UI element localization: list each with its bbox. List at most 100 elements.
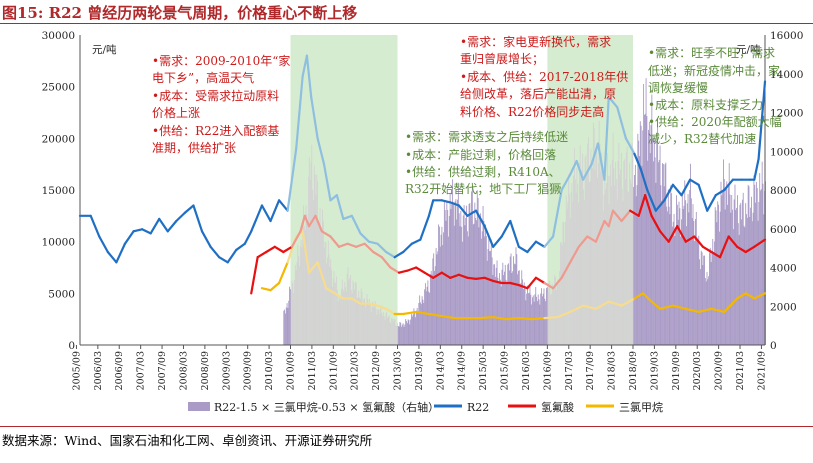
spread-bar — [426, 286, 428, 345]
x-tick-label: 2020/03 — [692, 351, 703, 390]
spread-bar — [705, 281, 707, 345]
x-axis-ticks: 2005/09 2006/03 2006/09 2007/03 2007/09 2008/… — [71, 345, 767, 390]
spread-bar — [299, 246, 301, 345]
spread-bar — [497, 277, 499, 345]
x-tick-label: 2021/03 — [735, 351, 746, 390]
r22-line-segment — [175, 211, 186, 223]
legend-label-spread: R22-1.5 × 三氯甲烷-0.53 × 氢氟酸（右轴） — [214, 400, 439, 414]
spread-bar — [367, 299, 369, 345]
spread-bar — [465, 217, 467, 345]
spread-bar — [489, 251, 491, 345]
spread-bar — [464, 225, 466, 345]
cm-line-segment — [530, 317, 546, 321]
spread-bar — [732, 229, 734, 345]
cm-line-segment — [543, 316, 559, 320]
spread-bar — [603, 194, 605, 345]
r22-line-segment — [310, 95, 319, 140]
annotation-line: •供给：供给过剩，R410A、 — [405, 165, 561, 179]
spread-bar — [285, 313, 286, 345]
spread-bar — [605, 189, 607, 345]
r22-line-segment — [106, 250, 118, 264]
spread-bar — [429, 292, 430, 345]
spread-bar — [435, 248, 437, 345]
series-lines — [78, 54, 767, 321]
spread-bar — [661, 200, 663, 345]
spread-bar — [355, 282, 357, 345]
spread-bar — [462, 215, 464, 345]
spread-bar — [695, 211, 697, 345]
spread-bar — [541, 296, 543, 345]
spread-bar — [337, 301, 339, 345]
spread-bar — [613, 168, 615, 345]
spread-bar — [721, 195, 723, 345]
x-tick-label: 2016/03 — [521, 351, 532, 390]
spread-bar — [466, 231, 468, 345]
legend: R22-1.5 × 三氯甲烷-0.53 × 氢氟酸（右轴） R22 氢氟酸 三氯… — [188, 400, 663, 414]
spread-bar — [495, 267, 497, 345]
spread-bar — [555, 276, 556, 345]
cm-line-segment — [569, 304, 585, 314]
r22-line-segment — [226, 248, 238, 264]
spread-bar — [343, 291, 345, 345]
title-rule — [0, 23, 813, 24]
spread-bar — [615, 179, 617, 345]
hf-line-segment — [299, 214, 306, 233]
spread-bar — [745, 203, 747, 345]
hf-line-segment — [534, 276, 546, 285]
annotation-line: 电下乡”，高温天气 — [152, 70, 254, 85]
spread-bar — [657, 125, 659, 345]
annotation-line: •供给：2020年配额大幅 — [648, 114, 782, 129]
r22-line-segment — [402, 242, 413, 254]
spread-bar — [333, 271, 335, 345]
cm-line-segment — [333, 292, 345, 300]
r22-line-segment — [616, 106, 627, 140]
r22-line-segment — [158, 217, 169, 233]
spread-bar — [425, 291, 427, 345]
spread-bar — [566, 208, 568, 345]
r22-line-segment — [322, 163, 332, 202]
spread-bar — [301, 248, 303, 345]
x-tick-label: 2015/03 — [478, 351, 489, 390]
r22-line-segment — [250, 204, 264, 233]
spread-bar — [292, 283, 294, 345]
x-tick-label: 2010/03 — [264, 351, 275, 390]
right-axis-ticks: 16000 14000 12000 10000 8000 6000 4000 2… — [770, 30, 803, 352]
cm-line-segment — [402, 310, 418, 316]
cm-line-segment — [659, 304, 675, 310]
hf-line-segment — [727, 235, 739, 248]
r22-line-segment — [757, 80, 767, 161]
spread-bar — [680, 236, 682, 345]
spread-bar — [618, 142, 620, 345]
spread-bar — [653, 136, 655, 345]
spread-bar — [752, 212, 754, 345]
cm-line-segment — [620, 297, 636, 307]
spread-bar — [347, 267, 349, 345]
spread-bar — [521, 270, 523, 345]
spread-bar — [340, 288, 342, 345]
spread-bar — [319, 207, 321, 345]
spread-bar — [548, 283, 550, 345]
spread-bar — [741, 219, 743, 345]
x-tick-label: 2016/09 — [542, 351, 553, 390]
cm-line-segment — [736, 292, 747, 300]
cm-line-segment — [753, 292, 767, 300]
spread-bar — [698, 235, 700, 345]
spread-bar — [518, 271, 519, 345]
spread-bar — [475, 217, 477, 345]
spread-bar — [645, 78, 647, 345]
spread-bar — [408, 320, 410, 345]
spread-bar — [318, 223, 320, 345]
x-tick-label: 2012/03 — [350, 351, 361, 390]
spread-bar — [589, 181, 591, 345]
spread-bar — [481, 231, 483, 345]
r22-line-segment — [646, 188, 657, 212]
spread-bar — [522, 279, 524, 345]
spread-bar — [662, 163, 663, 345]
spread-bar — [354, 289, 356, 345]
chart: 元/吨 元/吨 30000 25000 20000 15000 10000 50… — [42, 30, 804, 414]
spread-bar — [289, 289, 291, 345]
spread-bar — [685, 200, 687, 345]
spread-bar — [723, 178, 725, 345]
cm-line-segment — [440, 314, 456, 320]
spread-bar — [305, 205, 307, 345]
